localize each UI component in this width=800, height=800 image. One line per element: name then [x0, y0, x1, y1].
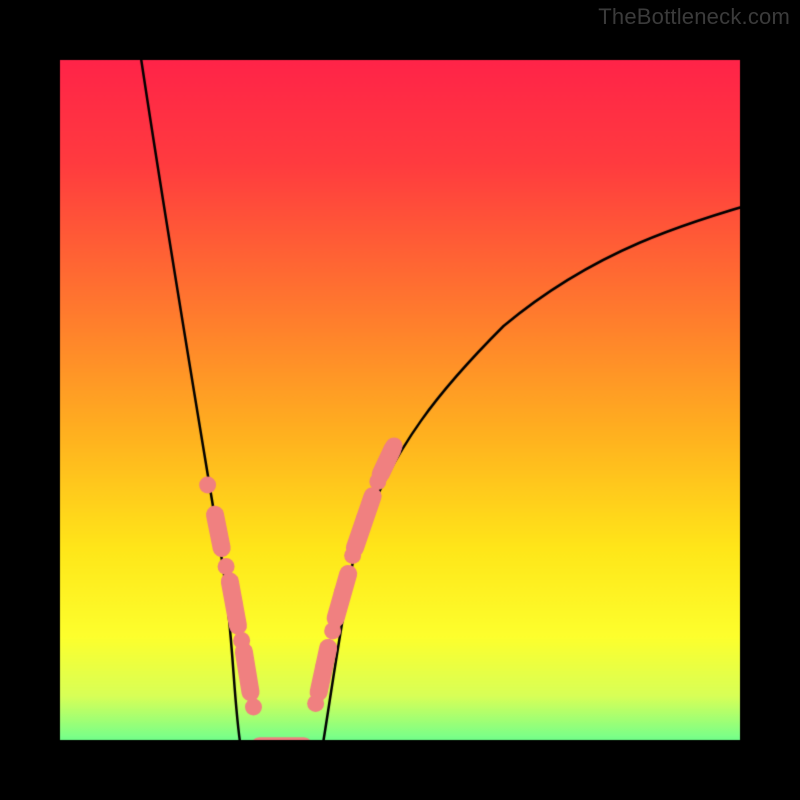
bottleneck-curve-chart [0, 0, 800, 800]
chart-stage: TheBottleneck.com [0, 0, 800, 800]
